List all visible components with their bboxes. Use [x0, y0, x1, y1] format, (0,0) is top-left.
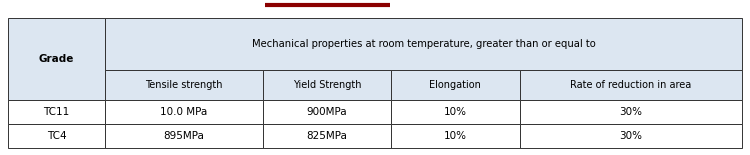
Text: Grade: Grade [39, 54, 74, 64]
Bar [520, 70, 742, 100]
Bar [520, 124, 742, 148]
Text: 30%: 30% [620, 131, 642, 141]
Bar [392, 124, 520, 148]
Bar [105, 18, 742, 70]
Bar [8, 124, 105, 148]
Text: 10%: 10% [444, 131, 466, 141]
Text: Rate of reduction in area: Rate of reduction in area [570, 80, 692, 90]
Text: 895MPa: 895MPa [164, 131, 204, 141]
Text: Tensile strength: Tensile strength [145, 80, 223, 90]
Bar [105, 100, 262, 124]
Bar [520, 100, 742, 124]
Text: TC11: TC11 [44, 107, 70, 117]
Text: Yield Strength: Yield Strength [292, 80, 362, 90]
Text: Elongation: Elongation [430, 80, 482, 90]
Text: Mechanical properties at room temperature, greater than or equal to: Mechanical properties at room temperatur… [251, 39, 596, 49]
Bar [8, 18, 105, 100]
Bar [262, 100, 392, 124]
Bar [392, 70, 520, 100]
Bar [105, 70, 262, 100]
Bar [262, 124, 392, 148]
Text: 30%: 30% [620, 107, 642, 117]
Bar [392, 100, 520, 124]
Text: 825MPa: 825MPa [307, 131, 347, 141]
Bar [105, 124, 262, 148]
Text: 10.0 MPa: 10.0 MPa [160, 107, 208, 117]
Bar [8, 100, 105, 124]
Text: TC4: TC4 [46, 131, 66, 141]
Bar [262, 70, 392, 100]
Text: 900MPa: 900MPa [307, 107, 347, 117]
Text: 10%: 10% [444, 107, 466, 117]
